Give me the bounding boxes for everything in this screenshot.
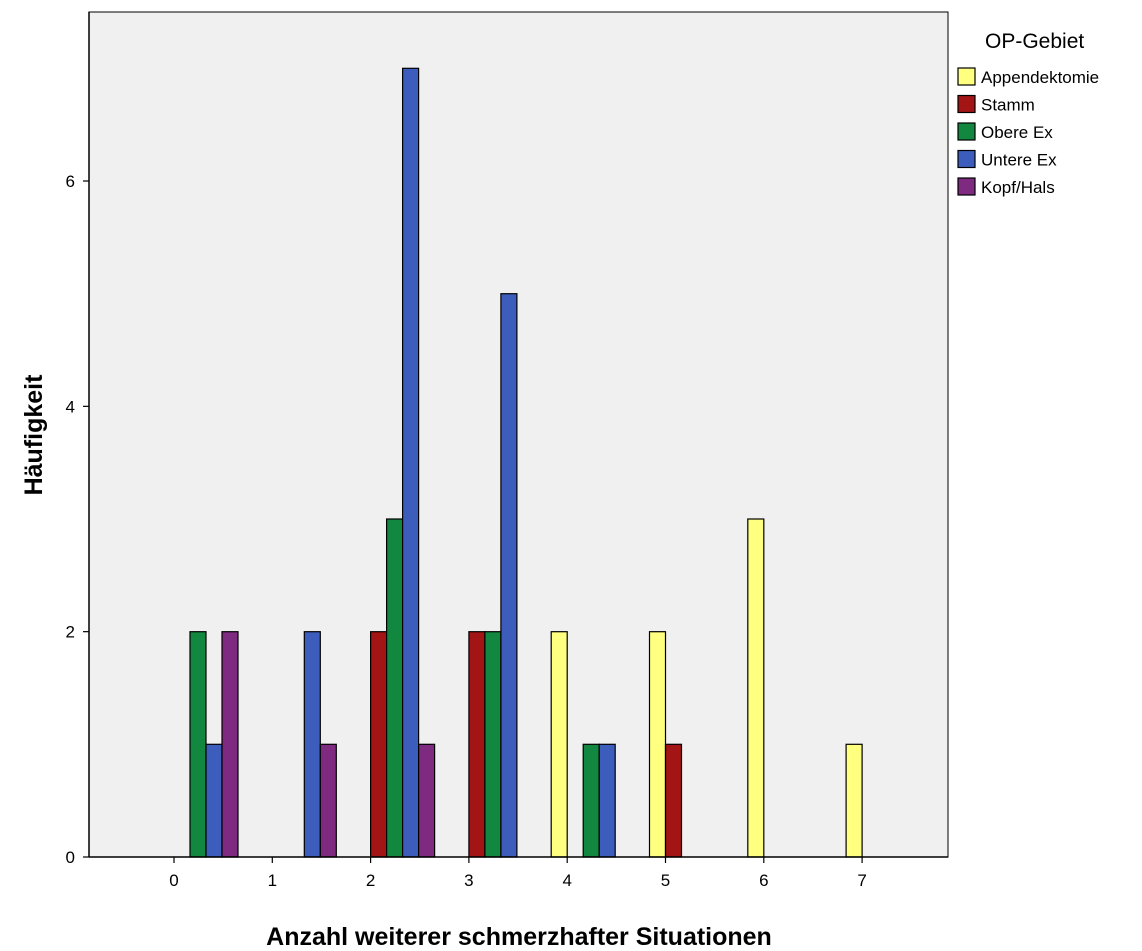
legend-swatch-stamm [957, 94, 976, 114]
bar-obere-ex-0 [189, 631, 207, 858]
bar-obere-ex-4 [582, 743, 600, 858]
x-tick-label: 1 [268, 871, 277, 890]
bar-appendektomie-4 [550, 631, 568, 858]
bar-stamm-3 [468, 631, 486, 858]
x-tick-label: 6 [759, 871, 768, 890]
bar-stamm-2 [370, 631, 388, 858]
legend-swatch-untere-ex [957, 149, 976, 169]
legend-label-untere-ex: Untere Ex [981, 151, 1057, 170]
legend-swatch-obere-ex [957, 122, 976, 141]
x-axis-title: Anzahl weiterer schmerzhafter Situatione… [266, 923, 772, 951]
bar-appendektomie-5 [648, 631, 667, 858]
bar-kopf-hals-0 [221, 631, 239, 858]
y-tick-label: 4 [66, 397, 75, 416]
bar-kopf-hals-1 [319, 743, 337, 858]
plot-area [88, 11, 949, 858]
axes-layer: 0 2 4 6 0 1 2 3 4 5 6 7 [66, 12, 948, 890]
x-tick-label: 2 [366, 871, 375, 890]
bar-untere-ex-2 [402, 67, 420, 858]
bar-appendektomie-6 [747, 518, 765, 858]
legend-label-obere-ex: Obere Ex [981, 123, 1053, 142]
bar-untere-ex-0 [205, 743, 223, 858]
legend-label-stamm: Stamm [981, 96, 1035, 115]
bar-untere-ex-1 [303, 631, 321, 858]
x-tick-label: 0 [169, 871, 178, 890]
bar-kopf-hals-2 [418, 743, 436, 858]
y-tick-label: 6 [66, 172, 75, 191]
x-tick-label: 5 [661, 871, 670, 890]
bar-untere-ex-3 [500, 293, 518, 858]
legend: OP-Gebiet Appendektomie Stamm Obere Ex Unte… [957, 30, 1099, 197]
bar-untere-ex-4 [598, 743, 616, 858]
legend-title: OP-Gebiet [985, 30, 1084, 53]
x-tick-label: 7 [857, 871, 866, 890]
x-tick-label: 3 [464, 871, 473, 890]
bar-obere-ex-2 [386, 518, 404, 858]
legend-label-kopf-hals: Kopf/Hals [981, 178, 1055, 197]
bar-appendektomie-7 [845, 743, 863, 858]
bar-stamm-5 [664, 743, 683, 858]
y-tick-label: 0 [66, 848, 75, 867]
y-tick-label: 2 [66, 623, 75, 642]
y-axis-title: Häufigkeit [20, 374, 48, 496]
x-tick-label: 4 [562, 871, 571, 890]
legend-swatch-kopf-hals [957, 177, 976, 196]
legend-label-appendektomie: Appendektomie [981, 68, 1099, 87]
legend-swatch-appendektomie [957, 67, 976, 86]
legend-items: Appendektomie Stamm Obere Ex Untere Ex Kopf/… [957, 67, 1099, 197]
bar-obere-ex-3 [484, 631, 502, 858]
